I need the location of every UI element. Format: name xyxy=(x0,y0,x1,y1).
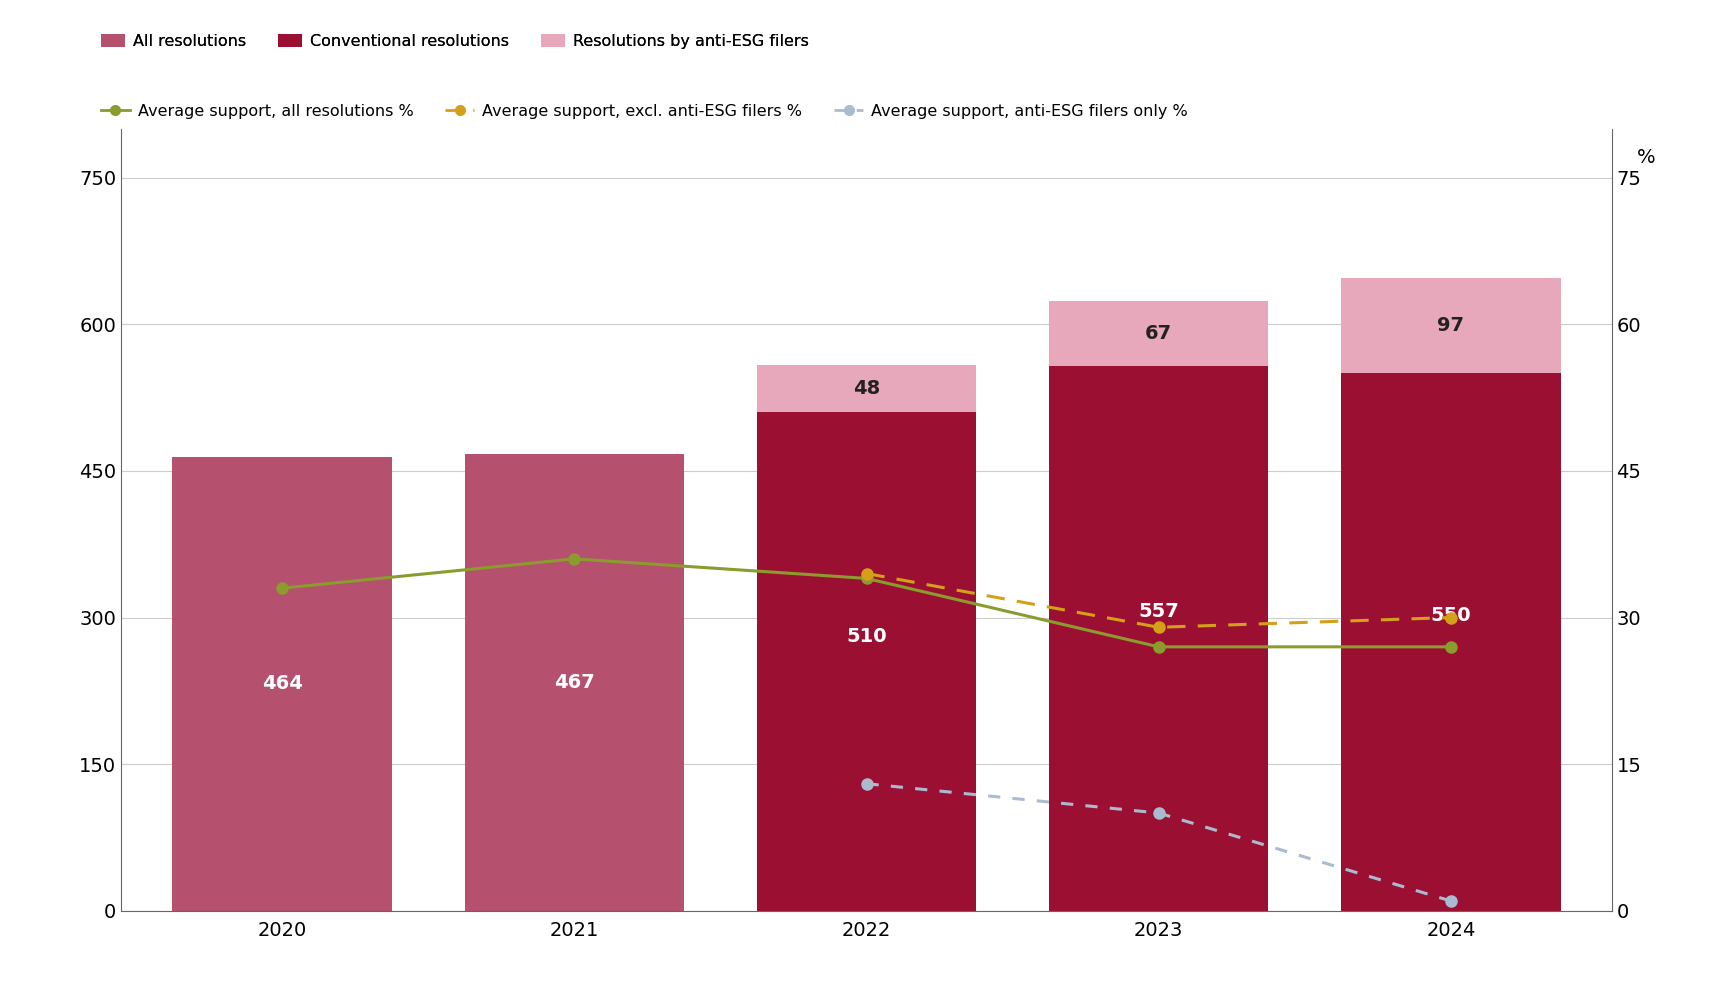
Text: 557: 557 xyxy=(1138,602,1178,621)
Text: 97: 97 xyxy=(1436,316,1464,336)
Bar xyxy=(1048,366,1268,911)
Legend: Average support, all resolutions %, Average support, excl. anti-ESG filers %, Av: Average support, all resolutions %, Aver… xyxy=(95,97,1193,125)
Text: 48: 48 xyxy=(852,379,880,398)
Bar xyxy=(757,412,975,911)
Legend: All resolutions, Conventional resolutions, Resolutions by anti-ESG filers: All resolutions, Conventional resolution… xyxy=(95,28,814,55)
Bar xyxy=(1341,278,1559,373)
Text: 467: 467 xyxy=(554,673,594,692)
Bar xyxy=(1341,373,1559,911)
Text: %: % xyxy=(1635,148,1654,167)
Text: 67: 67 xyxy=(1145,324,1171,343)
Bar xyxy=(757,365,975,412)
Bar xyxy=(1048,301,1268,366)
Text: 510: 510 xyxy=(845,627,887,646)
Bar xyxy=(173,457,391,911)
Text: 550: 550 xyxy=(1431,606,1470,625)
Text: 464: 464 xyxy=(262,674,303,693)
Bar xyxy=(464,454,684,911)
